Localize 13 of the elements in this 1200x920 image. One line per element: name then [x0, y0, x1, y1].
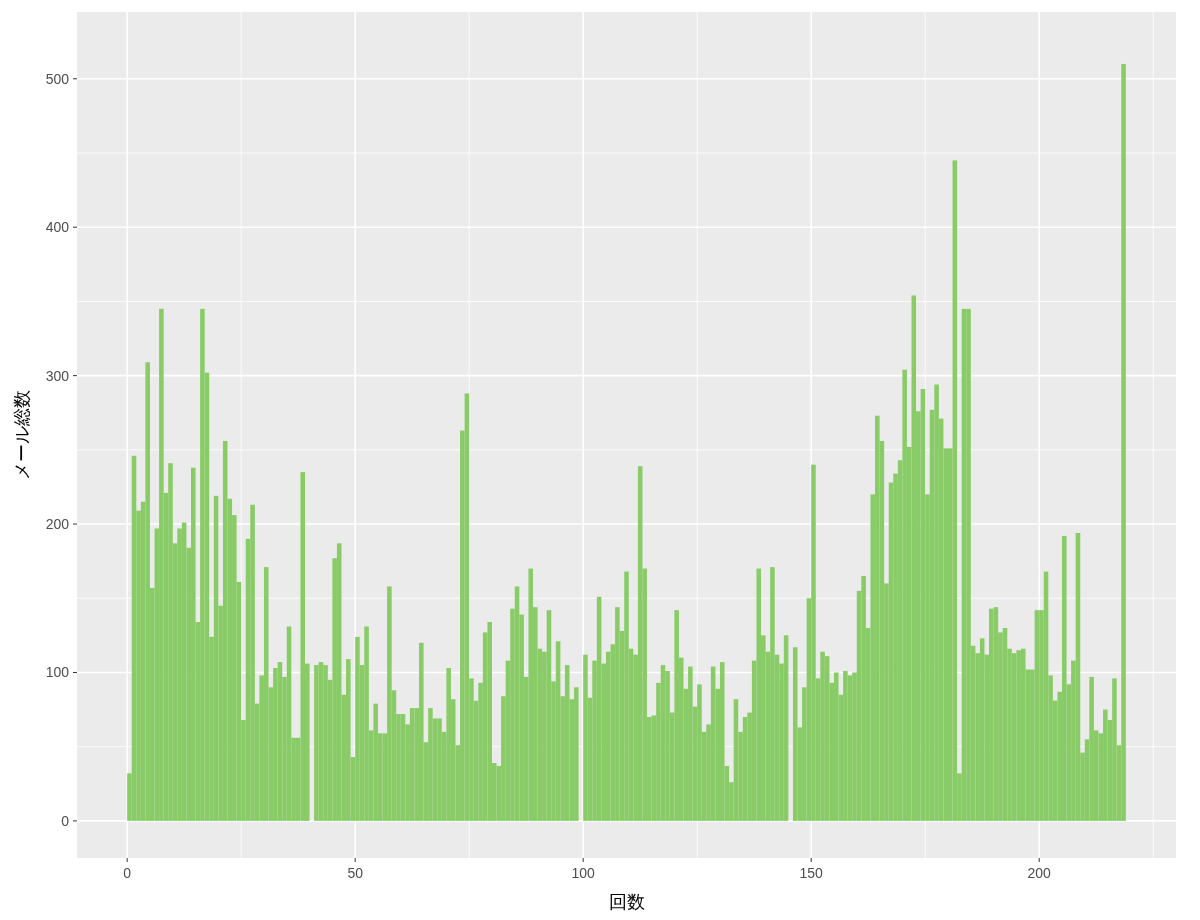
- x-tick-label: 200: [1027, 865, 1052, 881]
- x-axis-title: 回数: [608, 892, 645, 912]
- x-tick-label: 100: [571, 865, 596, 881]
- y-tick-label: 200: [45, 516, 70, 533]
- x-tick-label: 0: [123, 865, 132, 881]
- y-tick-label: 0: [61, 812, 70, 829]
- y-tick-label: 400: [45, 219, 70, 236]
- x-tick-label: 150: [799, 865, 824, 881]
- x-tick-label: 50: [347, 865, 364, 881]
- y-tick-label: 500: [45, 70, 70, 87]
- y-axis-title: メール総数: [12, 390, 32, 480]
- y-tick-label: 300: [45, 367, 70, 384]
- y-tick-label: 100: [45, 664, 70, 681]
